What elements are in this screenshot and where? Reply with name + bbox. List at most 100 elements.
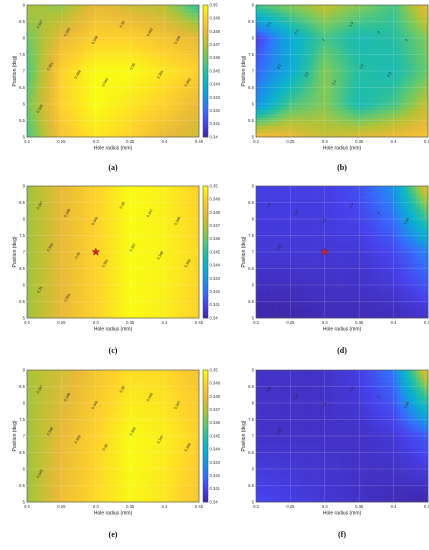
heat-cell [256,117,261,122]
heat-cell [85,20,90,25]
heat-cell [148,279,153,284]
heat-cell [136,16,141,21]
heat-cell [322,39,327,45]
heat-cell [365,105,370,111]
heat-cell [148,224,153,229]
heat-cell [175,129,180,134]
y-axis-label: Position (deg) [12,236,18,267]
heat-cell [58,189,63,195]
heat-cell [256,86,261,91]
heat-cell [267,224,272,229]
heat-cell [46,193,51,198]
heat-cell [66,236,71,241]
heat-cell [408,125,413,130]
heat-cell [163,24,169,29]
heat-cell [42,294,47,299]
heat-cell [148,294,153,299]
heat-cell [318,102,323,107]
heat-cell [338,12,343,17]
heat-cell [377,82,382,87]
heat-cell [101,294,106,299]
heat-cell [381,12,386,17]
heat-cell [54,20,59,25]
heat-cell [124,82,129,87]
heat-cell [144,74,149,80]
heat-cell [30,213,36,218]
heat-cell [330,109,335,114]
heat-cell [271,36,276,41]
heat-cell [93,302,98,307]
heat-cell [89,205,94,210]
colorbar-tick-label: 0.347 [210,42,221,47]
heat-cell [334,74,339,80]
heat-cell [271,5,276,10]
heat-cell [101,129,106,134]
heat-cell [77,94,83,99]
heat-cell [81,39,86,45]
heat-cell [50,197,55,202]
heat-cell [81,290,86,295]
heat-cell [256,16,261,21]
heat-cell [259,102,265,107]
plot-frame [255,4,429,138]
heat-cell [109,113,114,118]
heat-cell [310,129,315,134]
heat-cell [279,125,284,130]
heat-cell [136,236,141,241]
heat-cell [85,314,90,319]
heat-cell [353,78,358,83]
heat-cell [365,59,370,64]
heat-cell [46,78,51,83]
heat-cell [295,8,300,14]
heat-cell [267,63,272,68]
heat-cell [353,90,358,95]
heat-cell [338,113,343,118]
heat-cell [365,125,370,130]
heat-cell [179,5,184,10]
heat-cell [109,67,114,72]
heat-cell [357,8,362,14]
heat-cell [116,236,122,241]
heat-cell [93,240,98,245]
heat-cell [70,201,75,206]
heat-cell [140,39,145,45]
heat-cell [159,255,165,261]
heat-cell [54,55,59,60]
heat-cell [275,90,280,95]
heat-cell [62,236,67,241]
heat-cell [101,189,106,195]
heat-cell [54,213,59,218]
heat-cell [50,67,55,72]
heat-cell [159,283,165,288]
heat-cell [93,129,98,134]
heat-cell [148,82,153,87]
heat-cell [322,51,327,56]
heat-cell [66,16,71,21]
heat-cell [267,94,272,99]
heat-cell [70,12,75,17]
heat-cell [330,94,335,99]
heat-cell [27,28,32,33]
heat-cell [420,24,425,29]
heat-cell [38,267,43,272]
heat-cell [187,55,192,60]
heat-cell [326,5,331,10]
heat-cell [70,125,75,130]
heat-cell [299,121,304,126]
heat-cell [128,189,133,195]
heat-cell [144,63,149,68]
heat-cell [183,39,188,45]
heat-cell [46,220,51,226]
heat-cell [159,67,165,72]
heat-cell [271,298,276,303]
heat-cell [295,129,300,134]
heat-cell [120,32,126,37]
heat-cell [97,98,102,103]
heat-cell [412,71,417,76]
heat-cell [89,314,94,319]
heat-cell [105,129,110,134]
heat-cell [120,105,126,111]
heat-cell [195,32,200,37]
heat-cell [318,98,323,103]
heat-cell [124,209,129,214]
